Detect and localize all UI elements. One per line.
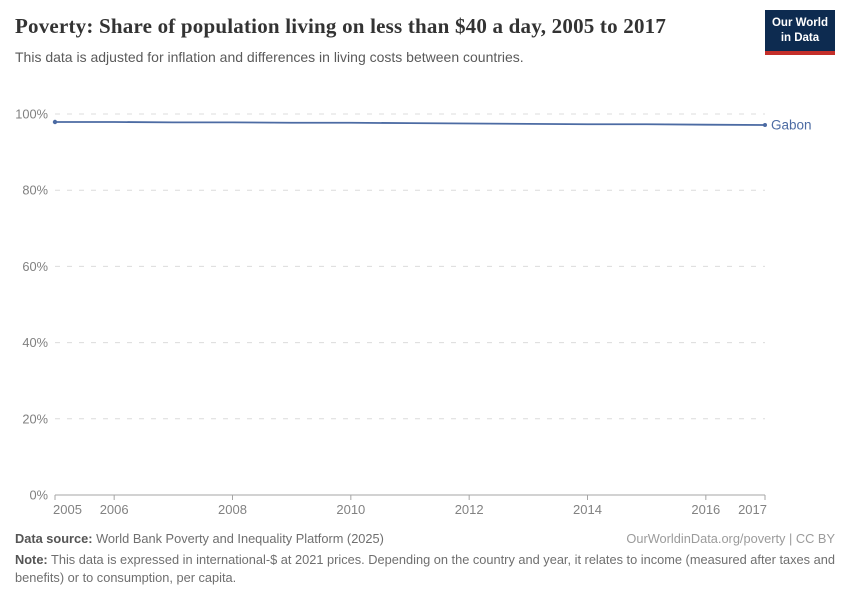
x-axis-tick-label: 2008	[218, 502, 247, 517]
y-axis-tick-label: 60%	[22, 259, 48, 274]
data-source-label: Data source:	[15, 531, 93, 546]
owid-logo-line2: in Data	[780, 31, 820, 44]
chart-header: Poverty: Share of population living on l…	[15, 10, 835, 66]
note-label: Note:	[15, 552, 48, 567]
page-title: Poverty: Share of population living on l…	[15, 14, 667, 38]
y-axis-tick-label: 40%	[22, 335, 48, 350]
note-value: This data is expressed in international-…	[15, 552, 835, 586]
footer-note: Note: This data is expressed in internat…	[15, 551, 835, 587]
data-source-text: Data source: World Bank Poverty and Ineq…	[15, 531, 384, 546]
x-axis-tick-label: 2005	[53, 502, 82, 517]
owid-logo-line1: Our World	[771, 17, 828, 29]
x-axis-tick-label: 2014	[573, 502, 602, 517]
attribution-link[interactable]: OurWorldinData.org/poverty | CC BY	[626, 531, 835, 546]
x-axis-tick-label: 2017	[738, 502, 767, 517]
line-end-dot	[763, 123, 767, 128]
footer: Data source: World Bank Poverty and Ineq…	[15, 531, 835, 587]
y-axis-tick-label: 100%	[15, 107, 48, 122]
x-axis-tick-label: 2006	[100, 502, 129, 517]
x-axis-tick-label: 2016	[691, 502, 720, 517]
data-source-value: World Bank Poverty and Inequality Platfo…	[92, 531, 384, 546]
chart-subtitle: This data is adjusted for inflation and …	[15, 49, 524, 66]
y-axis-tick-label: 0%	[30, 488, 49, 503]
entity-label[interactable]: Gabon	[771, 118, 812, 133]
line-start-dot	[52, 119, 58, 125]
x-axis-tick-label: 2010	[336, 502, 365, 517]
gabon-line[interactable]	[55, 121, 766, 126]
owid-logo[interactable]: Our World in Data	[764, 10, 835, 55]
y-axis-tick-label: 80%	[22, 183, 48, 198]
x-axis-tick-label: 2012	[455, 502, 484, 517]
y-axis-tick-label: 20%	[22, 411, 48, 426]
